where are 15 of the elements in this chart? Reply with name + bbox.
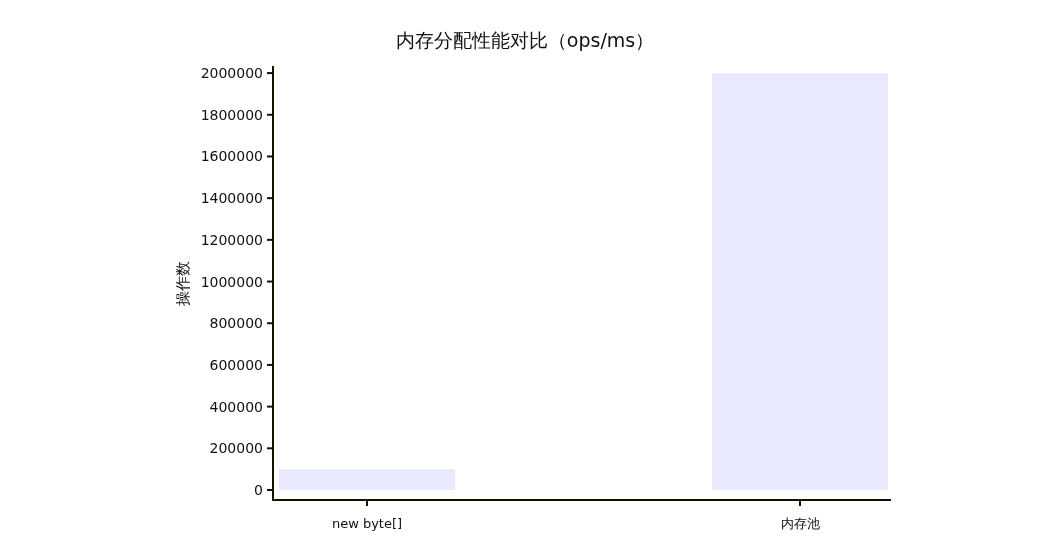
y-tick-label: 400000 bbox=[209, 398, 263, 415]
x-tick-label: 内存池 bbox=[780, 516, 820, 531]
y-tick-label: 600000 bbox=[209, 356, 263, 373]
x-tick-label: new byte[] bbox=[331, 516, 403, 531]
y-tick-label: 2000000 bbox=[200, 65, 263, 82]
y-tick-label: 1200000 bbox=[200, 231, 263, 248]
chart-title: 内存分配性能对比（ops/ms） bbox=[395, 29, 655, 51]
y-tick-label: 1800000 bbox=[200, 106, 263, 123]
y-tick-label: 1400000 bbox=[200, 190, 263, 207]
y-axis-title: 操作数 bbox=[174, 260, 192, 306]
y-tick-label: 0 bbox=[254, 481, 263, 498]
y-tick-label: 800000 bbox=[209, 315, 263, 332]
y-tick-label: 200000 bbox=[209, 440, 263, 457]
y-tick-label: 1000000 bbox=[200, 273, 263, 290]
y-tick-label: 1600000 bbox=[200, 148, 263, 165]
